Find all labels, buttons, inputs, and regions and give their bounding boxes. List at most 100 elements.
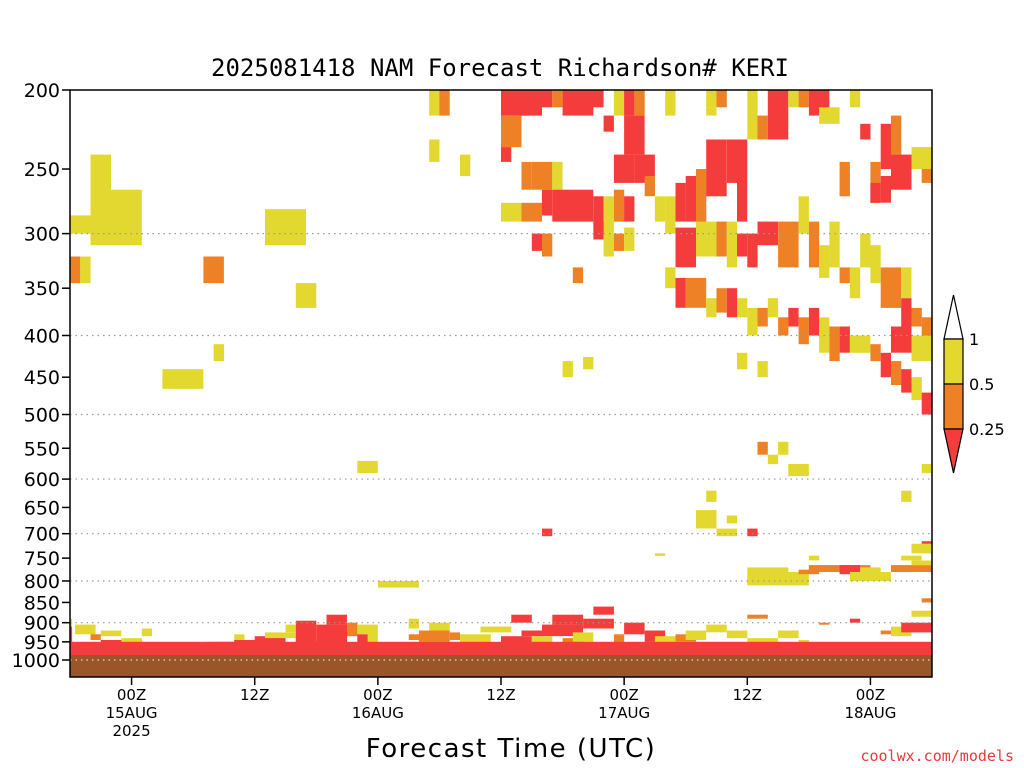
ri-cell: [808, 307, 820, 336]
ri-cell: [111, 189, 142, 246]
ri-cell: [90, 634, 101, 640]
x-tick-label: 12Z: [240, 686, 269, 704]
ri-cell: [480, 626, 512, 633]
ri-cell: [531, 233, 543, 251]
ri-cell: [921, 598, 932, 603]
ri-cell: [70, 256, 81, 284]
ri-cell: [70, 215, 91, 234]
ri-cell: [521, 90, 542, 116]
ri-cell: [285, 624, 296, 633]
ri-cell: [696, 510, 717, 529]
ri-cell: [418, 630, 450, 642]
ri-cell: [316, 624, 348, 644]
ri-cell: [798, 90, 809, 108]
ri-cell: [716, 90, 727, 108]
ri-cell: [675, 182, 686, 222]
x-tick-label: 2025: [112, 722, 150, 740]
y-tick-label: 450: [24, 367, 60, 389]
ri-cell: [726, 515, 738, 524]
ri-cell: [449, 632, 460, 640]
ri-cell: [849, 618, 861, 623]
ri-cell: [254, 636, 286, 646]
ri-cell: [654, 636, 676, 646]
ri-cell: [819, 107, 840, 124]
y-tick-label: 800: [24, 571, 60, 593]
ri-cell: [203, 256, 224, 284]
ri-cell: [716, 288, 727, 313]
ri-cell: [121, 638, 142, 644]
ri-cell: [870, 161, 881, 203]
x-tick-label: 00Z: [609, 686, 638, 704]
ri-cell: [572, 90, 604, 108]
ri-cell: [531, 161, 553, 190]
y-tick-label: 850: [24, 592, 60, 614]
ri-cell: [624, 196, 635, 222]
ri-cell: [901, 622, 932, 633]
ri-cell: [234, 634, 245, 640]
ri-cell: [839, 565, 861, 575]
ri-cell: [70, 641, 932, 655]
ri-cell: [295, 620, 317, 646]
ri-cell: [849, 335, 871, 353]
x-tick-label: 17AUG: [598, 704, 650, 722]
gridlines: [70, 232, 932, 661]
ri-cell: [572, 632, 594, 642]
x-tick-label: 16AUG: [352, 704, 404, 722]
ri-cell: [747, 307, 758, 336]
ri-cell: [860, 233, 871, 268]
ri-cell: [75, 624, 96, 635]
ri-cell: [726, 630, 748, 639]
ri-cell: [572, 267, 584, 284]
ri-cell: [583, 357, 594, 370]
ri-cell: [347, 622, 358, 637]
ri-cell: [737, 233, 748, 257]
ri-cell: [829, 326, 840, 362]
ri-cell: [685, 277, 707, 308]
ri-cell: [767, 454, 779, 465]
credit-text[interactable]: coolwx.com/models: [860, 747, 1014, 765]
ri-cell: [613, 90, 625, 116]
ri-cell: [100, 630, 122, 637]
ri-cell: [542, 90, 553, 108]
ri-cell: [808, 221, 820, 268]
y-tick-label: 650: [24, 497, 60, 519]
ri-cell: [521, 630, 542, 637]
ri-cell: [870, 245, 881, 284]
ri-cell: [757, 307, 768, 327]
ri-cell: [839, 267, 850, 284]
ri-cell: [747, 567, 789, 572]
y-tick-label: 250: [24, 159, 60, 181]
ri-cell: [788, 307, 799, 327]
ri-cell: [706, 624, 727, 633]
ri-cell: [439, 90, 450, 116]
ri-cell: [326, 614, 347, 625]
y-tick-label: 1000: [12, 650, 60, 672]
colorbar-below-min: [943, 428, 964, 474]
ri-cell: [726, 221, 738, 268]
ri-cell: [213, 344, 224, 362]
ri-cell: [880, 352, 891, 378]
ri-cell: [891, 326, 912, 353]
ri-cell: [716, 528, 737, 537]
ri-cell: [429, 622, 450, 631]
ri-cell: [542, 233, 553, 257]
ground-fill: [70, 655, 932, 677]
ri-cell: [654, 553, 666, 556]
ri-cell: [542, 189, 553, 216]
ri-cell: [849, 267, 861, 299]
y-tick-label: 500: [24, 405, 60, 427]
ri-cell: [726, 139, 738, 183]
ri-cell: [501, 115, 522, 148]
ri-cell: [901, 555, 922, 561]
ri-cell: [706, 107, 717, 116]
ri-cell: [747, 233, 758, 268]
ri-cell: [265, 632, 296, 639]
ri-cell: [891, 361, 902, 385]
y-axis: 200 250 300 350 400 450 500 550 600 650 7007508008…: [12, 80, 70, 672]
y-tick-label: 600: [24, 469, 60, 491]
y-tick-label: 750: [24, 548, 60, 570]
x-axis-label: Forecast Time (UTC): [366, 734, 657, 764]
ri-cell: [644, 176, 655, 197]
y-tick-label: 550: [24, 438, 60, 460]
ri-cell: [295, 283, 317, 308]
